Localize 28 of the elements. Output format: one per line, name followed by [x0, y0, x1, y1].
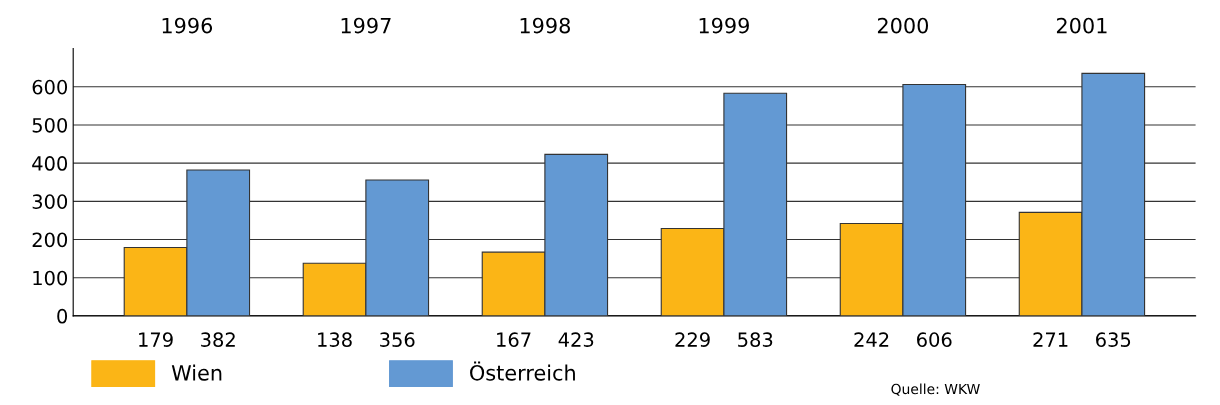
y-tick-label: 500	[32, 117, 68, 133]
legend-label: Österreich	[470, 361, 575, 381]
x-tick-label: 2001	[1056, 17, 1107, 34]
data-label: 423	[558, 332, 594, 347]
x-tick-label: 1999	[699, 17, 749, 34]
y-tick-label: 300	[32, 194, 68, 210]
y-tick-label: 0	[57, 308, 68, 324]
data-label: 356	[380, 332, 415, 347]
data-label: 635	[1096, 332, 1131, 347]
data-label: 167	[497, 332, 531, 347]
data-label: 138	[318, 332, 352, 347]
data-label: 179	[139, 332, 173, 347]
y-tick-label: 600	[32, 79, 68, 95]
data-label: 606	[917, 332, 952, 347]
data-label: 583	[738, 332, 773, 347]
y-tick-label: 400	[32, 156, 68, 171]
legend-label: Wien	[171, 364, 222, 381]
data-label: 242	[854, 332, 889, 347]
y-tick-label: 100	[33, 270, 68, 286]
x-tick-label: 1997	[341, 17, 391, 34]
source-note: Quelle: WKW	[891, 383, 980, 396]
y-tick-label: 200	[32, 232, 68, 248]
x-tick-label: 2000	[877, 17, 929, 34]
x-tick-label: 1996	[162, 17, 213, 34]
x-tick-label: 1998	[520, 17, 570, 34]
data-label: 271	[1033, 332, 1068, 347]
data-label: 382	[201, 332, 235, 347]
data-label: 229	[675, 332, 710, 347]
